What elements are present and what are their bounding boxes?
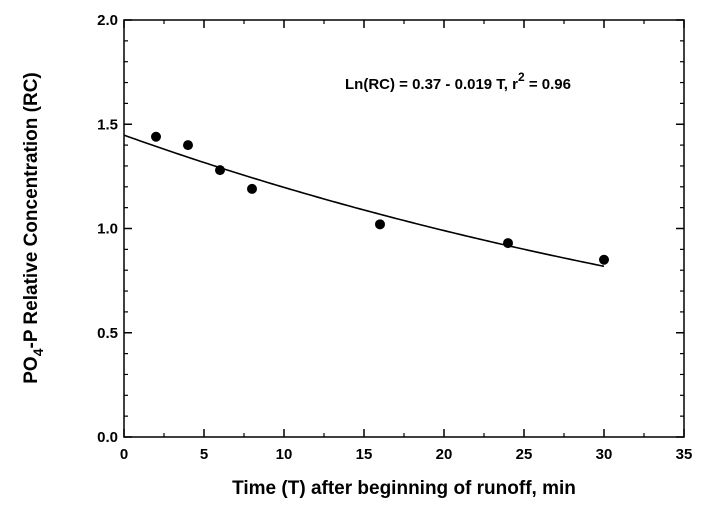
x-tick-label: 20	[436, 446, 453, 463]
x-tick-label: 10	[276, 446, 293, 463]
data-point	[375, 219, 385, 230]
y-tick-label: 1.5	[97, 116, 118, 133]
data-points	[151, 131, 609, 265]
y-tick-label: 1.0	[97, 221, 118, 238]
x-tick-labels: 0 5 10 15 20 25 30 35	[120, 446, 693, 463]
x-tick-label: 30	[596, 446, 613, 463]
data-point	[247, 183, 257, 194]
x-tick-label: 15	[356, 446, 373, 463]
x-tick-label: 25	[516, 446, 533, 463]
fit-curve	[123, 134, 605, 268]
data-point	[215, 165, 225, 176]
x-tick-label: 5	[200, 446, 208, 463]
y-tick-label: 0.5	[97, 325, 118, 342]
y-tick-label: 0.0	[97, 429, 118, 446]
axis-ticks	[123, 19, 685, 438]
x-axis-title: Time (T) after beginning of runoff, min	[232, 478, 576, 499]
y-tick-labels: 0.0 0.5 1.0 1.5 2.0	[97, 12, 118, 446]
data-point	[503, 238, 513, 249]
y-tick-label: 2.0	[97, 12, 118, 29]
fit-equation-annotation: Ln(RC) = 0.37 - 0.019 T, r2 = 0.96	[345, 70, 571, 93]
y-axis-title: PO4-P Relative Concentration (RC)	[21, 72, 46, 384]
data-point	[151, 131, 161, 142]
x-tick-label: 35	[676, 446, 693, 463]
data-point	[183, 140, 193, 151]
x-tick-label: 0	[120, 446, 128, 463]
data-point	[599, 254, 609, 265]
